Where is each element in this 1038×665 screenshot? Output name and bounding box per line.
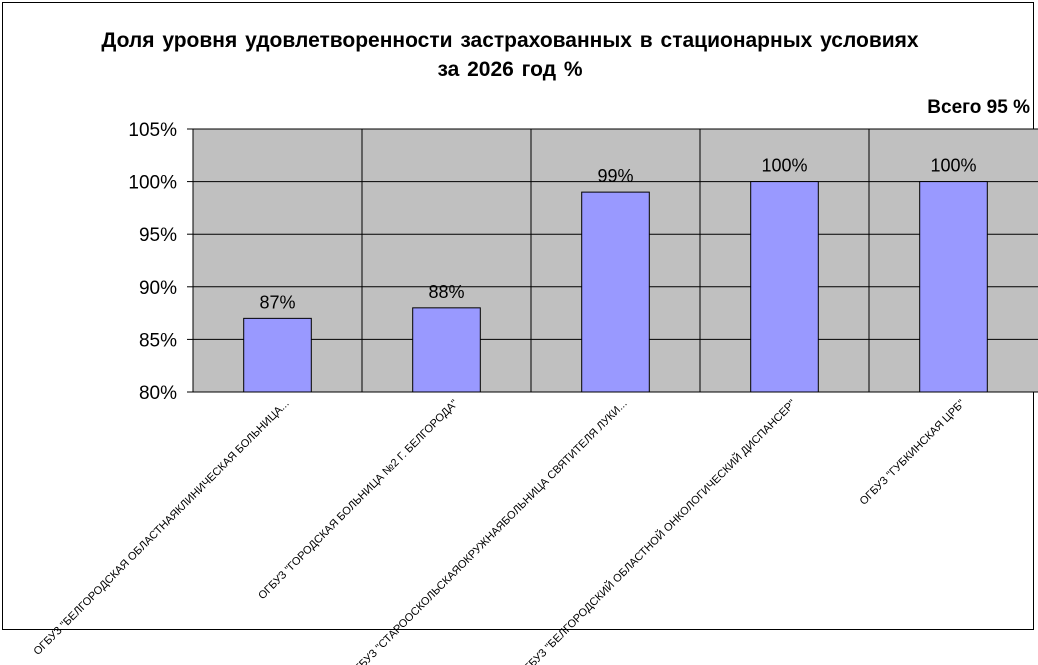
data-label: 87% bbox=[259, 292, 295, 312]
x-tick-label: ОГБУЗ "БЕЛГОРОДСКИЙ ОБЛАСТНОЙ ОНКОЛОГИЧЕ… bbox=[516, 397, 799, 665]
data-label: 88% bbox=[428, 282, 464, 302]
y-tick-label: 105% bbox=[128, 120, 177, 141]
x-tick-label: ОГБУЗ "ГУБКИНСКАЯ ЦРБ" bbox=[858, 398, 968, 508]
x-tick-label: ОГБУЗ "СТАРООСКОЛЬСКАЯОКРУЖНАЯБОЛЬНИЦА С… bbox=[347, 398, 630, 665]
x-tick-label: ОГБУЗ "ГОРОДСКАЯ БОЛЬНИЦА №2 Г. БЕЛГОРОД… bbox=[256, 398, 460, 602]
y-tick-label: 85% bbox=[139, 330, 177, 351]
data-label: 99% bbox=[597, 166, 633, 186]
data-label: 100% bbox=[761, 156, 807, 176]
bar bbox=[412, 307, 481, 393]
bar bbox=[919, 181, 988, 393]
bar bbox=[750, 181, 819, 393]
bar bbox=[581, 191, 650, 393]
bar bbox=[243, 317, 312, 393]
chart-title: Доля уровня удовлетворенности застрахова… bbox=[101, 29, 919, 81]
y-tick-label: 80% bbox=[139, 383, 177, 404]
total-annotation: Всего 95 % bbox=[927, 97, 1030, 118]
y-tick-label: 95% bbox=[139, 225, 177, 246]
x-tick-label: ОГБУЗ "БЕЛГОРОДСКАЯ ОБЛАСТНАЯКЛИНИЧЕСКАЯ… bbox=[32, 398, 292, 658]
data-label: 100% bbox=[930, 156, 976, 176]
y-tick-label: 100% bbox=[128, 173, 177, 194]
y-tick-label: 90% bbox=[139, 278, 177, 299]
